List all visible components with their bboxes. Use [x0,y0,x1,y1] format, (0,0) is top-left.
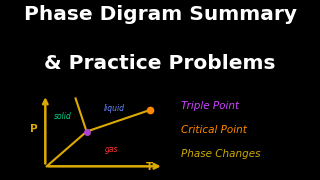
Text: Critical Point: Critical Point [181,125,247,135]
Text: gas: gas [105,145,118,154]
Text: Phase Changes: Phase Changes [181,149,260,159]
Text: P: P [30,124,38,134]
Text: T: T [146,162,154,172]
Text: Phase Digram Summary: Phase Digram Summary [23,5,297,24]
Text: liquid: liquid [104,104,124,113]
Text: solid: solid [54,112,72,121]
Text: Triple Point: Triple Point [181,101,239,111]
Text: & Practice Problems: & Practice Problems [44,54,276,73]
